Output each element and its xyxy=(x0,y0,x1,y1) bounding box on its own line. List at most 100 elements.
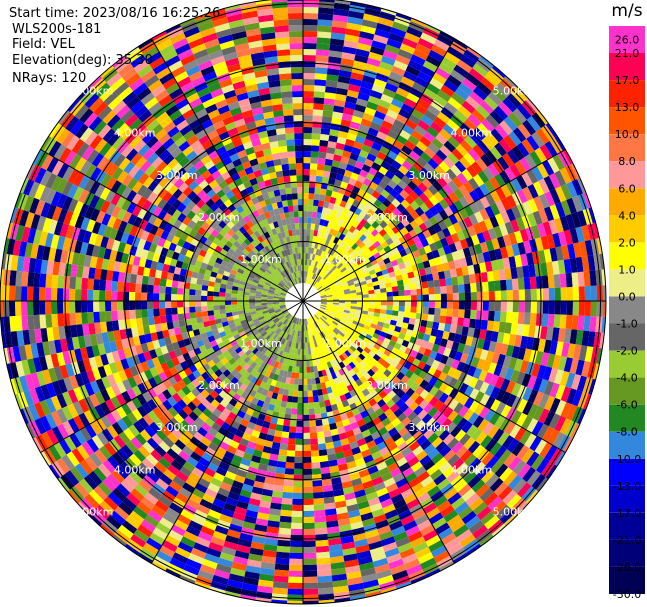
velocity-gate xyxy=(322,170,331,178)
velocity-gate xyxy=(355,98,368,107)
velocity-gate xyxy=(283,249,289,257)
velocity-gate xyxy=(188,70,203,82)
velocity-gate xyxy=(396,221,405,231)
velocity-gate xyxy=(315,539,329,547)
velocity-gate xyxy=(282,224,288,232)
velocity-gate xyxy=(434,165,446,177)
velocity-gate xyxy=(237,297,244,301)
velocity-gate xyxy=(338,292,345,296)
velocity-gate xyxy=(527,183,539,199)
velocity-gate xyxy=(420,151,432,163)
velocity-gate xyxy=(351,243,359,251)
velocity-gate xyxy=(493,280,501,291)
velocity-gate xyxy=(194,12,211,21)
velocity-gate xyxy=(303,582,319,589)
velocity-gate xyxy=(344,202,352,211)
velocity-gate xyxy=(260,32,276,41)
velocity-gate xyxy=(419,202,430,213)
velocity-gate xyxy=(362,237,370,245)
velocity-gate xyxy=(499,120,513,135)
velocity-gate xyxy=(366,282,374,288)
velocity-gate xyxy=(382,273,390,280)
velocity-gate xyxy=(278,225,285,233)
velocity-gate xyxy=(379,11,396,22)
velocity-gate xyxy=(312,480,323,487)
velocity-gate xyxy=(484,261,493,272)
velocity-gate xyxy=(338,161,348,170)
velocity-gate xyxy=(191,76,206,88)
velocity-gate xyxy=(323,104,334,112)
velocity-gate xyxy=(592,222,600,239)
velocity-gate xyxy=(80,301,88,313)
velocity-gate xyxy=(542,160,555,176)
velocity-gate xyxy=(15,301,22,317)
velocity-gate xyxy=(326,208,333,216)
velocity-gate xyxy=(474,186,485,199)
velocity-gate xyxy=(374,292,381,298)
velocity-gate xyxy=(386,286,393,293)
velocity-gate xyxy=(464,135,477,149)
velocity-gate xyxy=(289,273,294,280)
velocity-gate xyxy=(356,248,364,256)
velocity-gate xyxy=(290,54,303,62)
velocity-gate xyxy=(333,236,339,244)
velocity-gate xyxy=(306,271,310,278)
velocity-gate xyxy=(508,112,523,128)
velocity-gate xyxy=(323,201,330,209)
velocity-gate xyxy=(275,246,281,253)
velocity-gate xyxy=(122,301,130,311)
velocity-gate xyxy=(200,65,215,77)
velocity-gate xyxy=(99,301,106,312)
velocity-gate xyxy=(325,276,331,283)
velocity-gate xyxy=(291,85,303,92)
velocity-gate xyxy=(309,235,314,242)
velocity-gate xyxy=(212,296,220,301)
velocity-gate xyxy=(407,59,423,72)
velocity-gate xyxy=(421,178,433,189)
velocity-gate xyxy=(337,288,344,292)
velocity-gate xyxy=(466,165,478,178)
velocity-gate xyxy=(267,190,275,199)
velocity-gate xyxy=(427,184,439,196)
velocity-gate xyxy=(62,288,70,301)
velocity-gate xyxy=(330,32,346,41)
velocity-gate xyxy=(297,408,303,415)
velocity-gate xyxy=(313,401,320,409)
velocity-gate xyxy=(277,219,283,227)
velocity-gate xyxy=(277,232,283,240)
velocity-gate xyxy=(569,228,579,244)
velocity-gate xyxy=(380,287,387,293)
velocity-gate xyxy=(414,76,429,88)
velocity-gate xyxy=(345,230,353,238)
velocity-gate xyxy=(293,109,303,116)
velocity-gate xyxy=(316,169,324,177)
velocity-gate xyxy=(165,301,172,309)
velocity-gate xyxy=(271,1,288,9)
velocity-gate xyxy=(319,461,330,469)
velocity-gate xyxy=(489,215,500,228)
velocity-gate xyxy=(364,107,377,117)
velocity-gate xyxy=(446,119,460,132)
velocity-gate xyxy=(343,252,350,259)
velocity-gate xyxy=(285,462,295,469)
velocity-gate xyxy=(452,222,462,233)
velocity-gate xyxy=(362,297,369,301)
velocity-gate xyxy=(210,114,223,125)
velocity-gate xyxy=(276,201,283,209)
velocity-gate xyxy=(386,291,393,297)
velocity-gate xyxy=(532,181,545,197)
velocity-gate xyxy=(381,175,392,185)
velocity-gate xyxy=(578,286,585,301)
velocity-gate xyxy=(317,286,324,292)
velocity-gate xyxy=(378,165,388,176)
velocity-gate xyxy=(111,301,118,311)
velocity-gate xyxy=(384,184,394,194)
velocity-gate xyxy=(261,142,271,151)
velocity-gate xyxy=(375,270,383,277)
velocity-gate xyxy=(575,226,585,243)
velocity-gate xyxy=(261,38,276,47)
velocity-gate xyxy=(325,290,332,294)
velocity-gate xyxy=(510,267,518,279)
velocity-gate xyxy=(303,210,308,218)
velocity-gate xyxy=(531,166,544,182)
